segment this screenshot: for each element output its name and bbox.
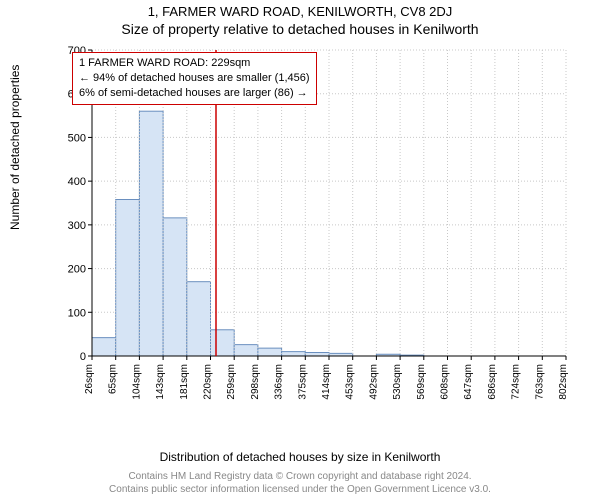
svg-text:200: 200	[68, 264, 86, 276]
svg-text:336sqm: 336sqm	[274, 364, 285, 400]
svg-text:453sqm: 453sqm	[345, 364, 356, 400]
svg-text:300: 300	[68, 220, 86, 232]
x-axis-label: Distribution of detached houses by size …	[0, 450, 600, 464]
footer-attribution: Contains HM Land Registry data © Crown c…	[0, 470, 600, 496]
svg-text:298sqm: 298sqm	[250, 364, 261, 400]
svg-text:492sqm: 492sqm	[368, 364, 379, 400]
svg-text:569sqm: 569sqm	[416, 364, 427, 400]
y-axis-label: Number of detached properties	[8, 65, 22, 230]
svg-text:65sqm: 65sqm	[108, 364, 119, 394]
svg-text:802sqm: 802sqm	[558, 364, 569, 400]
svg-text:259sqm: 259sqm	[226, 364, 237, 400]
svg-text:220sqm: 220sqm	[203, 364, 214, 400]
svg-text:530sqm: 530sqm	[392, 364, 403, 400]
svg-text:0: 0	[80, 351, 86, 363]
svg-text:26sqm: 26sqm	[84, 364, 95, 394]
svg-text:500: 500	[68, 132, 86, 144]
address-line: 1, FARMER WARD ROAD, KENILWORTH, CV8 2DJ	[0, 0, 600, 19]
svg-text:104sqm: 104sqm	[131, 364, 142, 400]
svg-text:647sqm: 647sqm	[463, 364, 474, 400]
footer-line-2: Contains public sector information licen…	[0, 483, 600, 496]
info-box: 1 FARMER WARD ROAD: 229sqm ← 94% of deta…	[72, 52, 317, 105]
footer-line-1: Contains HM Land Registry data © Crown c…	[0, 470, 600, 483]
info-line-3: 6% of semi-detached houses are larger (8…	[79, 86, 310, 101]
svg-text:608sqm: 608sqm	[440, 364, 451, 400]
svg-text:181sqm: 181sqm	[179, 364, 190, 400]
svg-text:686sqm: 686sqm	[487, 364, 498, 400]
info-line-2: ← 94% of detached houses are smaller (1,…	[79, 71, 310, 86]
svg-text:143sqm: 143sqm	[155, 364, 166, 400]
svg-text:724sqm: 724sqm	[511, 364, 522, 400]
svg-text:414sqm: 414sqm	[321, 364, 332, 400]
svg-text:375sqm: 375sqm	[297, 364, 308, 400]
info-line-1: 1 FARMER WARD ROAD: 229sqm	[79, 56, 310, 71]
chart-title: Size of property relative to detached ho…	[0, 19, 600, 39]
svg-text:400: 400	[68, 176, 86, 188]
svg-text:763sqm: 763sqm	[534, 364, 545, 400]
svg-text:100: 100	[68, 307, 86, 319]
